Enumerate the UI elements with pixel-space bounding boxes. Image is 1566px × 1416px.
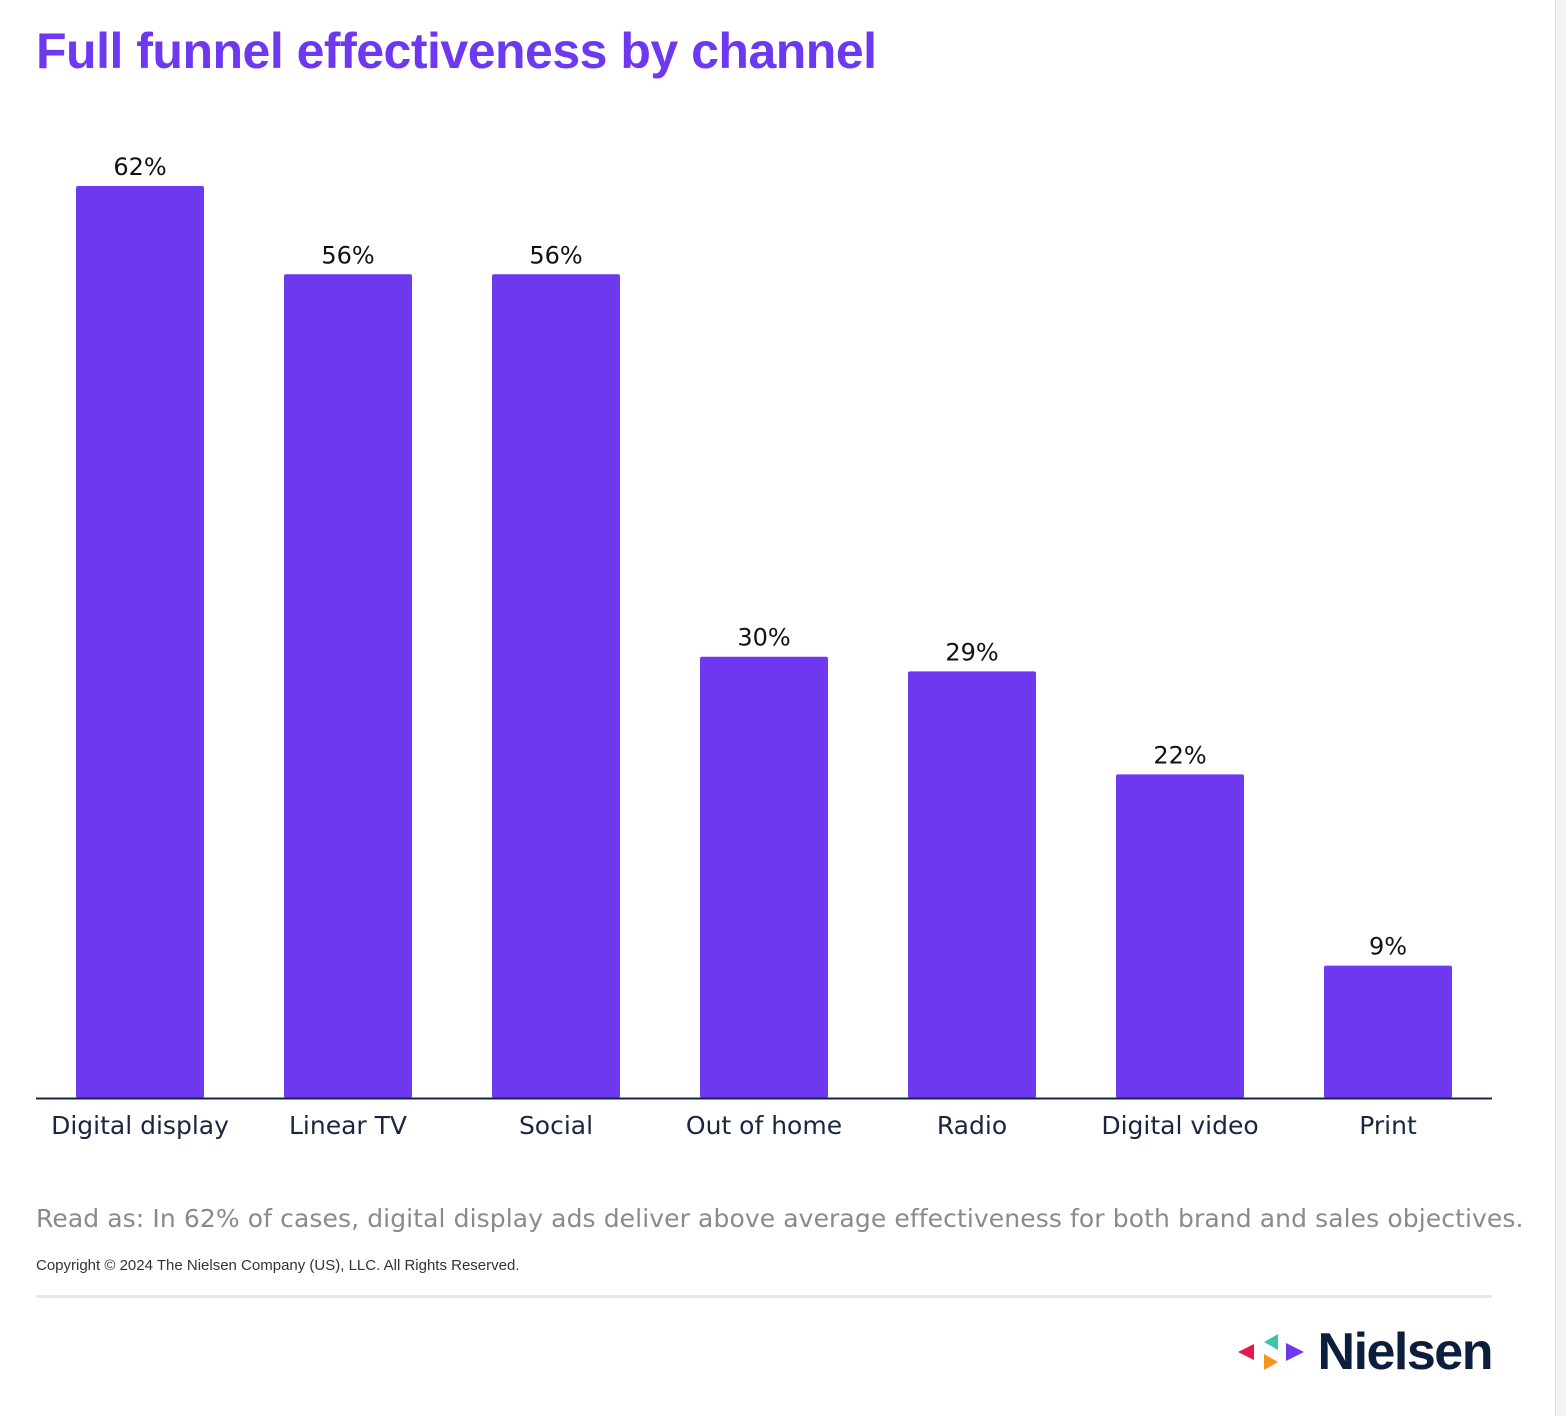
brand-name: Nielsen: [1317, 1323, 1494, 1381]
value-label: 29%: [945, 638, 998, 666]
logo-triangle-teal: [1263, 1334, 1278, 1350]
category-label: Social: [519, 1111, 593, 1140]
bar-social: [492, 274, 620, 1098]
value-label: 9%: [1369, 933, 1407, 961]
value-label: 62%: [113, 153, 166, 181]
bar-digital-display: [76, 186, 204, 1098]
scrollbar[interactable]: [1555, 0, 1566, 1416]
bar-print: [1324, 965, 1452, 1098]
value-label: 56%: [321, 241, 374, 269]
logo-triangle-purple: [1285, 1343, 1304, 1361]
category-label: Radio: [937, 1111, 1007, 1140]
copyright-text: Copyright © 2024 The Nielsen Company (US…: [36, 1257, 520, 1274]
page-title: Full funnel effectiveness by channel: [36, 23, 877, 79]
nielsen-logo-icon: [1237, 1334, 1304, 1370]
category-label: Linear TV: [289, 1111, 407, 1140]
category-label: Digital display: [51, 1111, 229, 1140]
bar-chart: 62% Digital display 56% Linear TV 56% Social 3…: [36, 153, 1492, 1140]
category-label: Print: [1359, 1111, 1417, 1140]
bar-digital-video: [1116, 774, 1244, 1098]
logo-triangle-orange: [1263, 1354, 1278, 1370]
value-label: 30%: [737, 624, 790, 652]
nielsen-logo: Nielsen: [1237, 1322, 1494, 1382]
read-as-note: Read as: In 62% of cases, digital displa…: [36, 1204, 1524, 1233]
logo-triangle-red: [1237, 1344, 1254, 1360]
bar-linear-tv: [284, 274, 412, 1098]
category-label: Out of home: [686, 1111, 842, 1140]
value-label: 56%: [529, 241, 582, 269]
bar-radio: [908, 671, 1036, 1098]
bar-out-of-home: [700, 656, 828, 1098]
category-label: Digital video: [1101, 1111, 1258, 1140]
footer-divider: [36, 1295, 1492, 1298]
value-label: 22%: [1153, 741, 1206, 769]
